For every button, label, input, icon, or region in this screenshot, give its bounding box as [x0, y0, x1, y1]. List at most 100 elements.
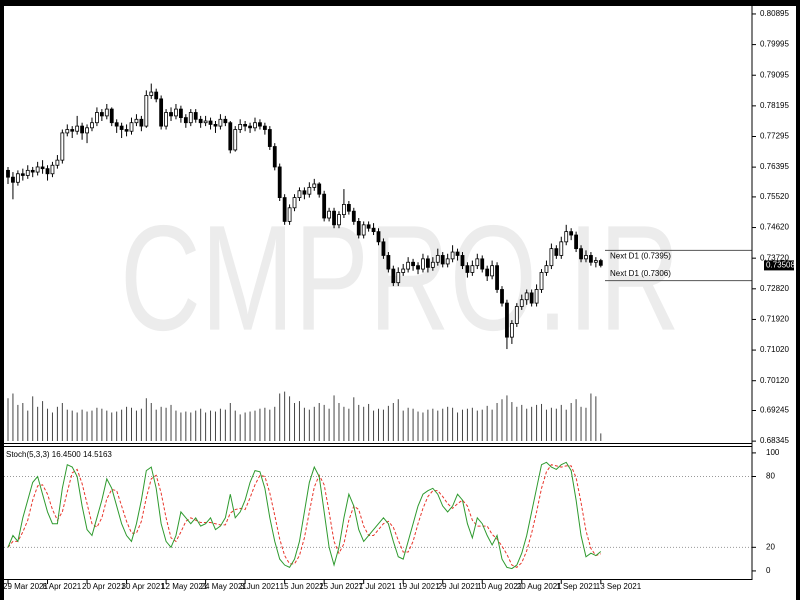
candle-body [55, 159, 60, 166]
candle-body [569, 231, 574, 236]
y-tick-label: 0 [766, 566, 771, 575]
candle-body [95, 112, 99, 124]
x-tick-label: 15 Jun 2021 [280, 582, 325, 591]
candle-body [149, 91, 154, 96]
x-tick-label: 3 Jun 2021 [240, 582, 280, 591]
candle-body [564, 231, 569, 243]
candle-body [544, 265, 549, 273]
candle-body [346, 203, 351, 212]
x-tick-label: 1 Sep 2021 [556, 582, 597, 591]
candle-body [539, 272, 544, 290]
candle-body [302, 190, 307, 195]
candle-body [159, 98, 164, 127]
candle-body [174, 108, 178, 117]
candle-body [243, 124, 248, 127]
candle-body [238, 124, 243, 130]
candle-body [272, 146, 277, 168]
candle-body [218, 118, 223, 127]
y-tick-label: 0.79995 [760, 40, 789, 49]
candle-body [416, 265, 420, 270]
candle-body [356, 221, 361, 236]
candle-body [490, 265, 495, 277]
candle-body [574, 234, 578, 250]
y-tick-label: 0.78195 [760, 101, 789, 110]
level-label: Next D1 (0.7306) [610, 269, 671, 278]
candle-body [124, 129, 129, 132]
candle-body [169, 112, 173, 117]
candle-body [342, 203, 346, 216]
candle-body [228, 122, 233, 151]
candle-body [45, 168, 50, 175]
candle-body [114, 122, 119, 127]
y-tick-label: 0.70120 [760, 376, 789, 385]
candle-body [598, 260, 603, 266]
candle-body [20, 173, 25, 176]
y-tick-label: 100 [766, 448, 780, 457]
candle-body [50, 164, 55, 175]
candle-body [317, 183, 322, 195]
y-tick-label: 0.68345 [760, 436, 789, 445]
candle-body [584, 255, 588, 260]
candle-body [262, 125, 267, 130]
candle-body [119, 125, 124, 130]
candle-body [139, 118, 144, 127]
y-tick-label: 0.71920 [760, 315, 789, 324]
candle-body [90, 122, 94, 129]
candle-body [30, 169, 35, 173]
candle-body [554, 248, 559, 256]
candle-body [154, 91, 159, 100]
candle-body [80, 125, 84, 134]
candle-body [495, 265, 499, 290]
x-tick-label: 29 Mar 2021 [3, 582, 48, 591]
candle-body [371, 227, 376, 233]
candle-body [435, 255, 440, 263]
candle-body [312, 183, 317, 188]
y-tick-label: 80 [766, 472, 775, 481]
candle-body [445, 258, 450, 265]
y-tick-label: 0.74620 [760, 223, 789, 232]
plot-layer: 0.80895 0.79995 0.79095 0.78195 0.77295 0.763… [3, 9, 795, 591]
candle-body [15, 173, 20, 183]
x-tick-label: 29 Jul 2021 [438, 582, 480, 591]
candle-body [248, 125, 252, 129]
candle-body [65, 129, 70, 134]
candle-body [455, 251, 460, 256]
candle-body [307, 186, 312, 195]
candle-body [475, 258, 480, 267]
y-tick-label: 0.79095 [760, 70, 789, 79]
x-tick-label: 24 May 2021 [201, 582, 248, 591]
candle-body [406, 261, 411, 270]
candle-body [297, 190, 302, 198]
candle-body [6, 169, 10, 178]
candle-body [465, 265, 470, 273]
candle-body [430, 261, 435, 268]
x-tick-label: 10 Aug 2021 [477, 582, 522, 591]
current-price-box [764, 260, 794, 271]
candle-body [258, 122, 262, 127]
y-tick-label: 0.73720 [760, 253, 789, 262]
y-tick-label: 0.80895 [760, 9, 789, 18]
candle-body [70, 129, 75, 132]
candle-body [193, 112, 198, 120]
candle-body [386, 255, 391, 270]
candle-body [332, 210, 336, 226]
candle-body [396, 272, 401, 284]
y-tick-label: 0.77295 [760, 132, 789, 141]
candle-body [178, 108, 183, 119]
y-tick-label: 0.75520 [760, 192, 789, 201]
candle-body [470, 265, 475, 273]
x-tick-label: 25 Jun 2021 [319, 582, 364, 591]
candle-body [134, 118, 139, 124]
candle-body [35, 166, 40, 173]
y-tick-label: 0.69245 [760, 406, 789, 415]
candle-body [361, 224, 366, 236]
candle-body [534, 289, 539, 304]
candle-body [593, 260, 598, 263]
candle-body [287, 207, 292, 222]
candle-body [519, 299, 524, 307]
candle-body [109, 108, 114, 124]
candle-body [460, 255, 465, 267]
candle-body [524, 292, 529, 301]
candle-body [233, 129, 238, 151]
candle-body [198, 118, 203, 124]
